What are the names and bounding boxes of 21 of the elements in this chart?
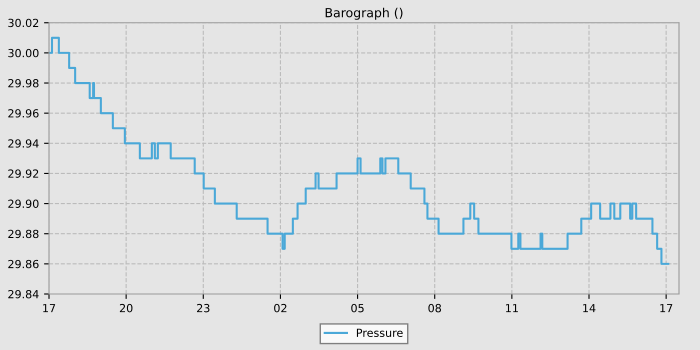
y-tick-label: 29.90 — [8, 200, 39, 208]
y-tick-label: 29.86 — [8, 260, 39, 268]
y-tick-label: 29.94 — [8, 139, 39, 148]
y-tick-label: 29.84 — [8, 290, 39, 298]
x-tick-label: 23 — [197, 304, 210, 312]
x-tick-label: 08 — [428, 304, 442, 312]
y-tick-label: 30.00 — [8, 48, 39, 58]
y-tick-label: 29.98 — [8, 79, 39, 88]
x-tick-label: 14 — [583, 304, 596, 312]
y-tick-label: 29.92 — [8, 169, 38, 178]
x-tick-label: 17 — [660, 304, 672, 312]
y-tick-label: 29.88 — [8, 230, 39, 238]
chart-title: Barograph () — [326, 8, 402, 20]
x-tick-label: 05 — [351, 304, 364, 312]
x-tick-label: 02 — [274, 304, 286, 312]
y-tick-label: 30.02 — [8, 18, 38, 28]
x-tick-label: 20 — [120, 304, 132, 312]
y-tick-label: 29.96 — [8, 109, 39, 118]
x-tick-label: 11 — [506, 304, 518, 312]
x-tick-label: 17 — [43, 304, 56, 312]
legend-label: Pressure — [356, 328, 403, 338]
